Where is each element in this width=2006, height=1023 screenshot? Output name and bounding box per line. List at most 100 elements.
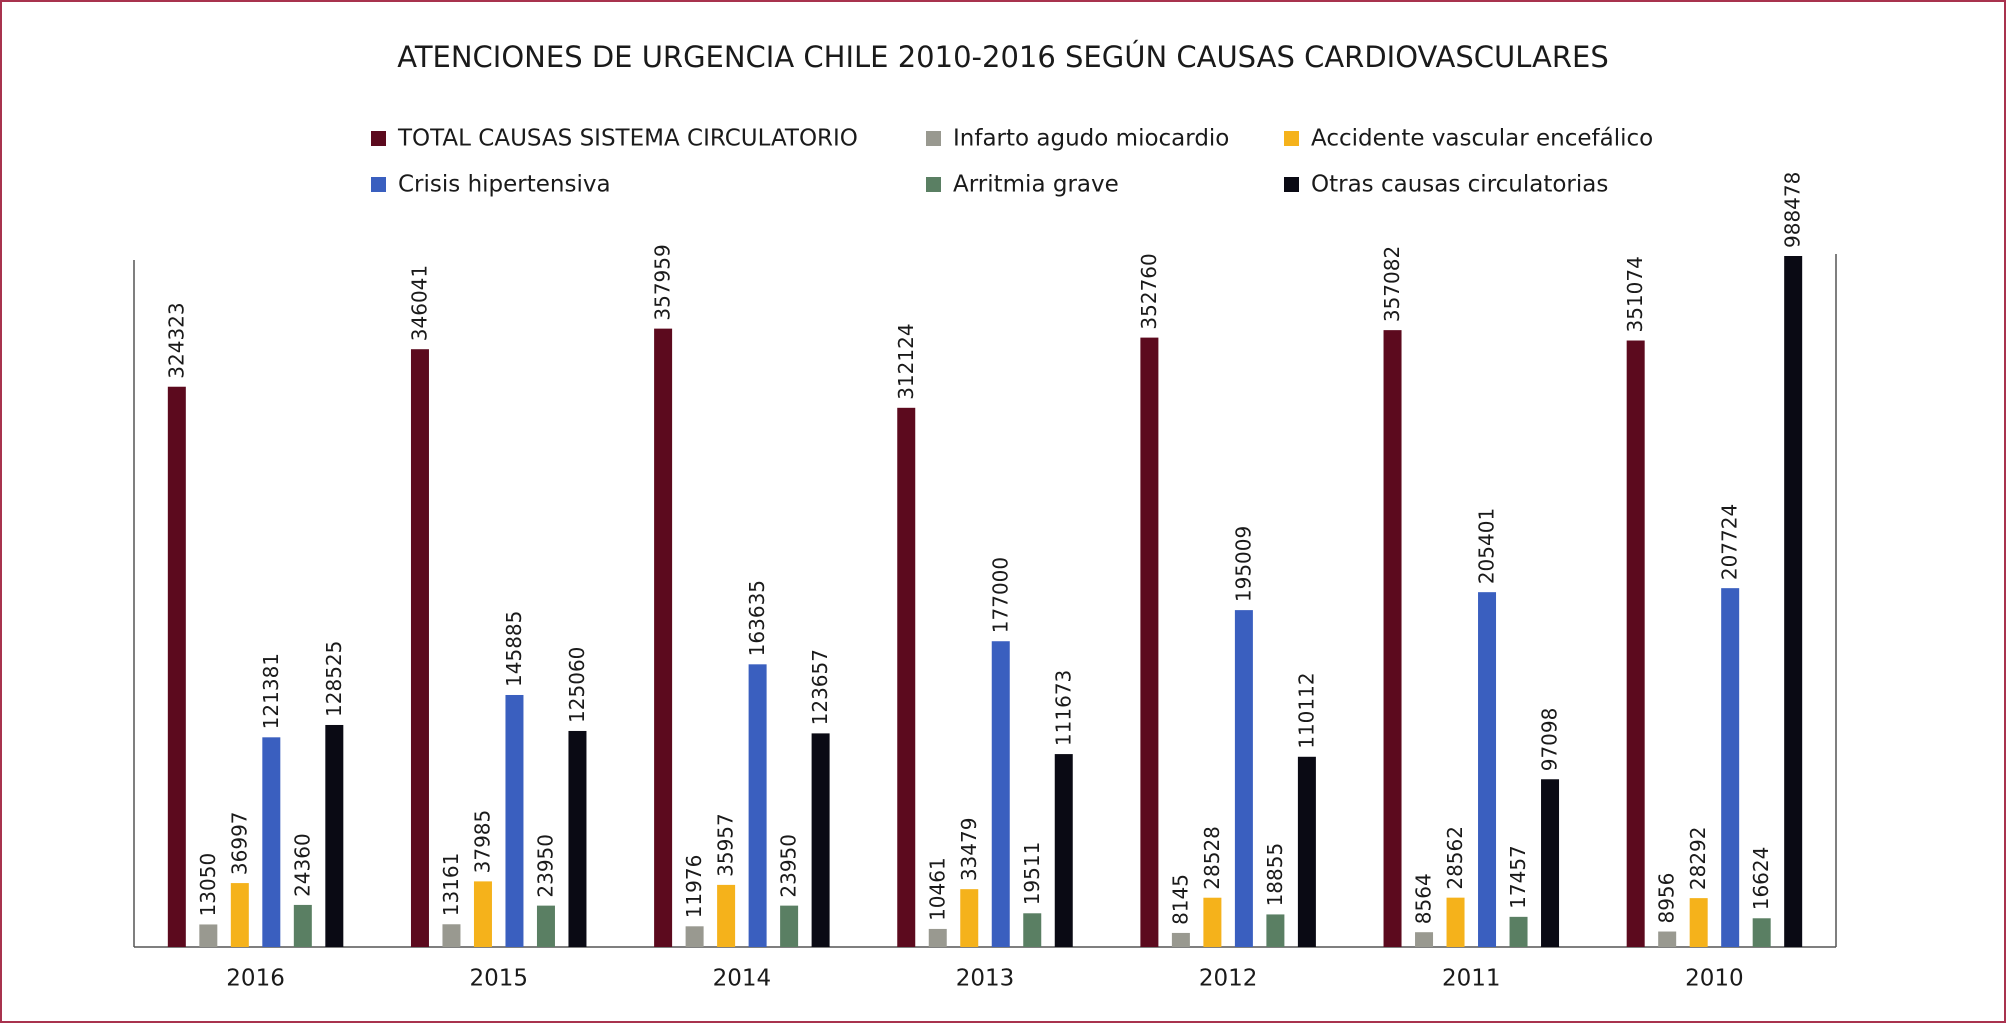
value-label: 8145 [1168,874,1192,925]
bar [1415,932,1434,947]
legend-swatch [371,177,386,192]
value-label: 177000 [988,557,1012,633]
bar [1446,897,1465,947]
bar [293,904,312,947]
value-label: 207724 [1718,504,1742,580]
value-label: 13050 [196,853,220,917]
value-label: 97098 [1538,708,1562,772]
value-label: 8564 [1412,873,1436,924]
x-tick-label: 2014 [713,966,772,992]
value-label: 121381 [259,653,283,729]
value-label: 17457 [1506,845,1530,909]
value-label: 312124 [894,323,918,399]
legend-swatch [926,131,941,146]
value-label: 28292 [1686,827,1710,891]
bar [199,924,218,947]
legend-label: Accidente vascular encefálico [1311,126,1653,152]
bar [410,349,429,947]
chart-title: ATENCIONES DE URGENCIA CHILE 2010-2016 S… [397,40,1609,74]
bar [262,737,281,947]
bar [960,889,979,947]
value-label: 37985 [470,810,494,874]
legend-swatch [1284,131,1299,146]
value-label: 351074 [1623,256,1647,332]
bar [780,905,799,947]
bar [325,724,344,947]
bar [1266,914,1285,947]
value-label: 324323 [164,302,188,378]
legend-label: Crisis hipertensiva [398,172,611,198]
bar [442,924,461,947]
bar [1478,592,1497,947]
value-label: 357959 [651,244,675,320]
value-label: 125060 [565,647,589,723]
value-label: 128525 [322,641,346,717]
bar [505,694,524,947]
bar [167,386,186,947]
value-label: 33479 [957,818,981,882]
value-label: 346041 [407,265,431,341]
x-tick-label: 2011 [1442,966,1501,992]
value-label: 195009 [1231,526,1255,602]
bar [536,905,555,947]
value-label: 111673 [1051,670,1075,746]
bar [1023,913,1042,947]
bar [748,664,767,947]
legend-swatch [371,131,386,146]
bar [1509,916,1528,947]
bar [1383,330,1402,947]
value-label: 11976 [682,855,706,919]
x-tick-label: 2010 [1685,966,1744,992]
bar [1784,256,1803,947]
value-label: 357082 [1380,246,1404,322]
bar [1689,898,1708,947]
bar [1541,779,1560,947]
bar [1171,932,1190,947]
value-label: 28562 [1443,826,1467,890]
bar [1752,918,1771,947]
bar [897,407,916,947]
bar [1203,897,1222,947]
bar [717,884,736,947]
value-label: 23950 [533,834,557,898]
value-label: 36997 [227,811,251,875]
legend-label: Otras causas circulatorias [1311,172,1608,198]
value-label: 10461 [925,857,949,921]
bar [568,730,587,947]
bar [991,641,1010,947]
value-label: 8956 [1655,873,1679,924]
legend-label: TOTAL CAUSAS SISTEMA CIRCULATORIO [397,126,858,152]
value-label: 352760 [1137,253,1161,329]
bar [1297,756,1316,947]
value-label: 163635 [745,580,769,656]
x-tick-label: 2016 [226,966,285,992]
bar [685,926,704,947]
bar [1234,610,1253,947]
value-label: 23950 [777,834,801,898]
bar [1658,931,1677,947]
bar [654,328,673,947]
value-label: 35957 [714,813,738,877]
value-label: 123657 [808,649,832,725]
value-label: 16624 [1749,847,1773,911]
value-label: 145885 [502,611,526,687]
value-label: 13161 [439,853,463,917]
value-label: 110112 [1294,672,1318,748]
legend-swatch [926,177,941,192]
value-label: 18855 [1263,843,1287,907]
bar [1721,588,1740,947]
x-tick-label: 2013 [956,966,1015,992]
bar [1626,340,1645,947]
value-label: 28528 [1200,826,1224,890]
legend-swatch [1284,177,1299,192]
bar [473,881,492,947]
value-label: 19511 [1020,842,1044,906]
bar [928,928,947,947]
value-label: 205401 [1475,508,1499,584]
x-tick-label: 2015 [469,966,528,992]
legend-label: Infarto agudo miocardio [953,126,1229,152]
x-tick-label: 2012 [1199,966,1258,992]
